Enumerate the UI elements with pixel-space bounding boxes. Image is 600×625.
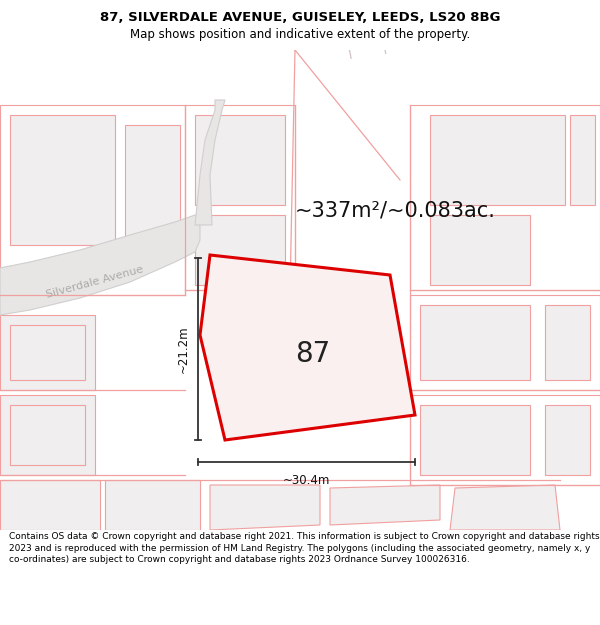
Polygon shape xyxy=(0,215,200,315)
Polygon shape xyxy=(0,315,95,390)
Polygon shape xyxy=(330,485,440,525)
Polygon shape xyxy=(545,405,590,475)
Polygon shape xyxy=(300,295,380,345)
Text: 87: 87 xyxy=(295,340,331,368)
Polygon shape xyxy=(200,255,415,440)
Polygon shape xyxy=(0,395,95,475)
Polygon shape xyxy=(430,115,565,205)
Text: Contains OS data © Crown copyright and database right 2021. This information is : Contains OS data © Crown copyright and d… xyxy=(9,532,599,564)
Polygon shape xyxy=(195,100,225,225)
Text: Map shows position and indicative extent of the property.: Map shows position and indicative extent… xyxy=(130,28,470,41)
Polygon shape xyxy=(545,305,590,380)
Polygon shape xyxy=(430,215,530,285)
Polygon shape xyxy=(10,115,115,245)
Polygon shape xyxy=(10,325,85,380)
Polygon shape xyxy=(105,480,200,530)
Polygon shape xyxy=(210,485,320,530)
Text: Silverdale Avenue: Silverdale Avenue xyxy=(45,264,145,300)
Polygon shape xyxy=(420,305,530,380)
Text: ~337m²/~0.083ac.: ~337m²/~0.083ac. xyxy=(295,200,496,220)
Text: 87, SILVERDALE AVENUE, GUISELEY, LEEDS, LS20 8BG: 87, SILVERDALE AVENUE, GUISELEY, LEEDS, … xyxy=(100,11,500,24)
Polygon shape xyxy=(10,405,85,465)
Polygon shape xyxy=(195,215,285,285)
Text: ~21.2m: ~21.2m xyxy=(177,325,190,372)
Polygon shape xyxy=(195,115,285,205)
Polygon shape xyxy=(0,480,100,530)
Polygon shape xyxy=(420,405,530,475)
Polygon shape xyxy=(125,125,180,245)
Text: ~30.4m: ~30.4m xyxy=(283,474,330,487)
Polygon shape xyxy=(285,335,380,405)
Polygon shape xyxy=(450,485,560,530)
Polygon shape xyxy=(570,115,595,205)
